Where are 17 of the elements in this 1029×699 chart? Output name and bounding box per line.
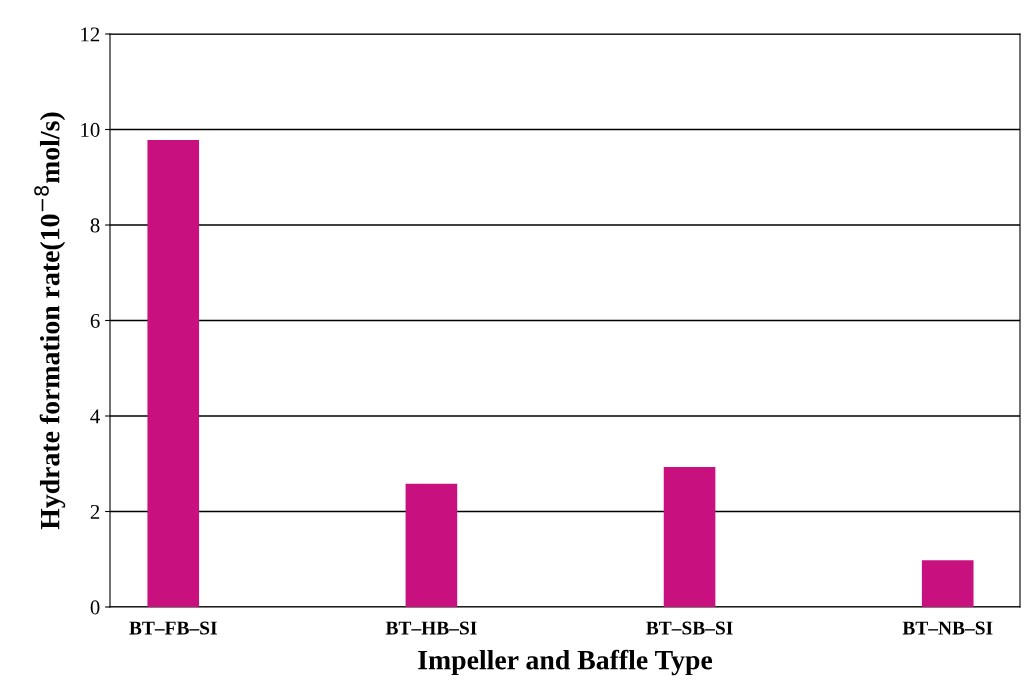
- x-tick-label: BT–HB–SI: [385, 621, 477, 635]
- x-tick-label: BT–SB–SI: [646, 621, 733, 635]
- bar: [405, 483, 458, 607]
- y-tick-label: 8: [90, 218, 100, 233]
- bar: [663, 467, 716, 607]
- bar: [921, 560, 974, 607]
- x-tick-label: BT–NB–SI: [902, 621, 993, 635]
- bar: [147, 140, 200, 607]
- x-axis-title: Impeller and Baffle Type: [418, 649, 713, 676]
- y-tick-label: 12: [81, 27, 100, 42]
- y-tick-label: 10: [81, 122, 100, 137]
- y-tick-label: 2: [90, 504, 100, 519]
- x-tick-label: BT–FB–SI: [129, 621, 217, 635]
- y-tick-label: 4: [90, 409, 100, 424]
- y-tick-label: 6: [90, 313, 100, 328]
- y-tick-label: 0: [90, 600, 100, 615]
- y-axis-title: Hydrate formation rate(10$^{−8}$mol/s): [34, 112, 66, 530]
